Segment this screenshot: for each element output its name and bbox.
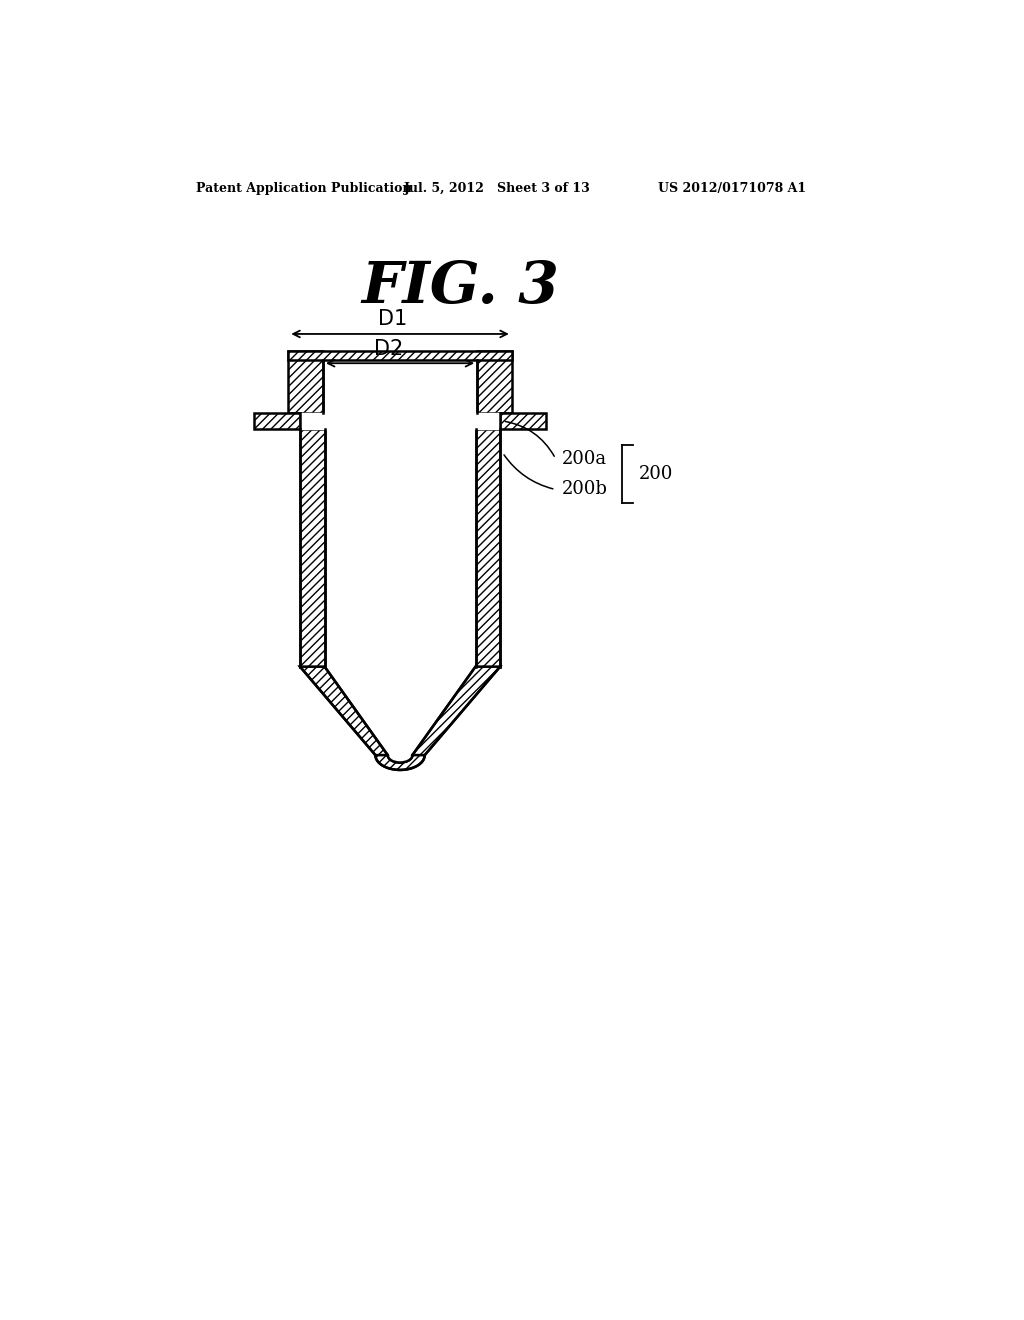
Polygon shape	[413, 667, 500, 755]
Text: 200a: 200a	[562, 450, 607, 467]
Text: Jul. 5, 2012   Sheet 3 of 13: Jul. 5, 2012 Sheet 3 of 13	[403, 182, 591, 194]
Text: 200b: 200b	[562, 480, 607, 499]
Polygon shape	[289, 351, 512, 360]
Polygon shape	[300, 667, 388, 755]
Polygon shape	[376, 755, 425, 770]
Polygon shape	[325, 667, 475, 755]
Text: FIG. 3: FIG. 3	[361, 259, 559, 315]
Polygon shape	[300, 413, 500, 429]
Polygon shape	[323, 351, 477, 413]
Polygon shape	[289, 351, 323, 413]
Polygon shape	[254, 413, 300, 429]
Text: Patent Application Publication: Patent Application Publication	[196, 182, 412, 194]
Text: US 2012/0171078 A1: US 2012/0171078 A1	[658, 182, 806, 194]
Polygon shape	[475, 429, 500, 667]
Polygon shape	[325, 429, 475, 667]
Text: D1: D1	[378, 309, 407, 330]
Polygon shape	[300, 429, 325, 667]
Polygon shape	[388, 755, 413, 763]
Polygon shape	[477, 351, 512, 413]
Text: 200: 200	[639, 465, 673, 483]
Polygon shape	[500, 413, 547, 429]
Text: D2: D2	[374, 339, 403, 359]
